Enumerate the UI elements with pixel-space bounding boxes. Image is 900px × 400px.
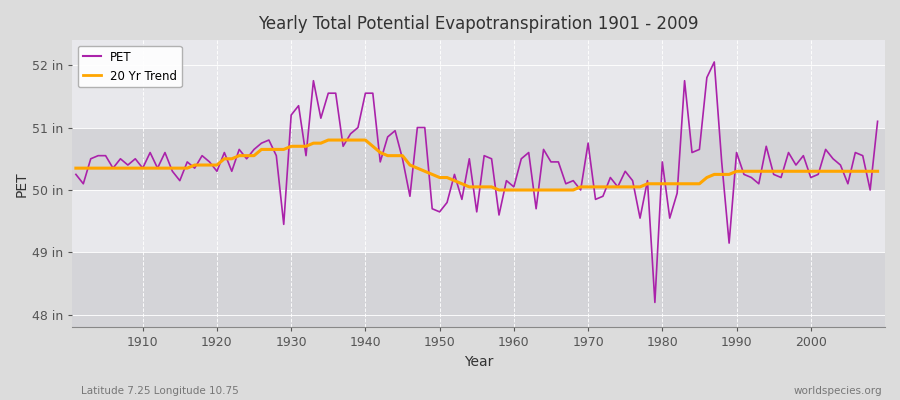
Text: Latitude 7.25 Longitude 10.75: Latitude 7.25 Longitude 10.75 bbox=[81, 386, 239, 396]
Y-axis label: PET: PET bbox=[15, 171, 29, 196]
Bar bbox=[72, 40, 885, 65]
Text: worldspecies.org: worldspecies.org bbox=[794, 386, 882, 396]
Title: Yearly Total Potential Evapotranspiration 1901 - 2009: Yearly Total Potential Evapotranspiratio… bbox=[258, 15, 698, 33]
Bar bbox=[72, 128, 885, 190]
Bar bbox=[72, 315, 885, 328]
Legend: PET, 20 Yr Trend: PET, 20 Yr Trend bbox=[78, 46, 182, 87]
X-axis label: Year: Year bbox=[464, 355, 493, 369]
Bar bbox=[72, 65, 885, 128]
Bar bbox=[72, 190, 885, 252]
Bar bbox=[72, 252, 885, 315]
